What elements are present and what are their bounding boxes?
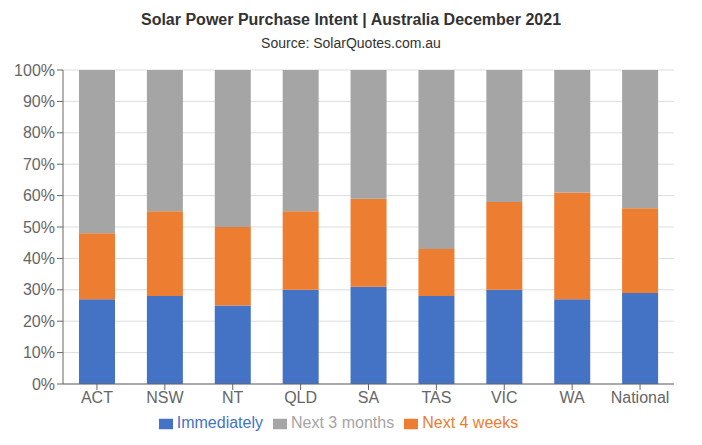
svg-text:70%: 70%	[23, 156, 55, 173]
svg-text:100%: 100%	[14, 62, 55, 79]
svg-text:National: National	[611, 389, 670, 406]
svg-text:50%: 50%	[23, 219, 55, 236]
html-text:Next 4 weeks: Next 4 weeks	[422, 414, 519, 431]
svg-text:60%: 60%	[23, 187, 55, 204]
svg-text:WA: WA	[560, 389, 586, 406]
svg-text:80%: 80%	[23, 124, 55, 141]
svg-text:20%: 20%	[23, 313, 55, 330]
html-text:Immediately: Immediately	[176, 414, 263, 431]
svg-text:90%: 90%	[23, 93, 55, 110]
svg-text:30%: 30%	[23, 281, 55, 298]
svg-text:QLD: QLD	[284, 389, 317, 406]
svg-text:40%: 40%	[23, 250, 55, 267]
svg-text:SA: SA	[358, 389, 380, 406]
html-text:Solar Power Purchase Intent |: Solar Power Purchase Intent | Australia …	[141, 11, 561, 28]
svg-text:TAS: TAS	[421, 389, 451, 406]
svg-text:10%: 10%	[23, 344, 55, 361]
svg-text:VIC: VIC	[491, 389, 518, 406]
svg-text:ACT: ACT	[81, 389, 113, 406]
svg-text:NSW: NSW	[146, 389, 184, 406]
svg-text:0%: 0%	[32, 376, 55, 393]
html-text:Next 3 months: Next 3 months	[291, 414, 395, 431]
html-text:Source: SolarQuotes.com.au: Source: SolarQuotes.com.au	[261, 35, 441, 51]
svg-text:NT: NT	[222, 389, 244, 406]
